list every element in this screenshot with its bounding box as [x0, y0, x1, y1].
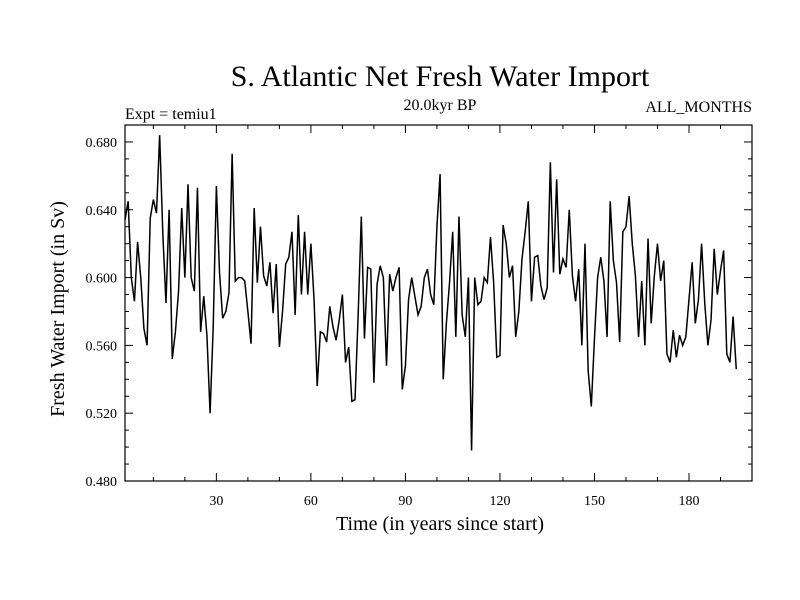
x-tick-label: 180	[678, 494, 699, 509]
y-axis-ticks: 0.480 0.520 0.560 0.600 0.640 0.680	[86, 124, 752, 490]
x-tick-label: 90	[398, 494, 412, 509]
chart-subtitle: 20.0kyr BP	[404, 97, 477, 114]
plot-frame	[124, 124, 753, 482]
months-label: ALL_MONTHS	[645, 99, 752, 116]
x-tick-label: 120	[489, 494, 510, 509]
y-tick-label: 0.520	[86, 407, 118, 422]
x-axis-label: Time (in years since start)	[336, 513, 544, 535]
y-tick-label: 0.680	[86, 136, 118, 151]
x-tick-label: 60	[304, 494, 318, 509]
y-tick-label: 0.600	[86, 272, 118, 287]
series-line	[124, 135, 737, 451]
x-tick-label: 150	[584, 494, 605, 509]
experiment-label: Expt = temiu1	[125, 106, 217, 123]
series-group	[124, 135, 737, 451]
chart-title: S. Atlantic Net Fresh Water Import	[231, 60, 650, 93]
x-tick-label: 30	[209, 494, 223, 509]
x-axis-ticks: 30 60 90 120 150 180	[152, 125, 753, 509]
y-axis-label: Fresh Water Import (in Sv)	[47, 201, 69, 417]
y-tick-label: 0.560	[86, 339, 118, 354]
y-tick-label: 0.480	[86, 475, 118, 490]
y-tick-label: 0.640	[86, 204, 118, 219]
